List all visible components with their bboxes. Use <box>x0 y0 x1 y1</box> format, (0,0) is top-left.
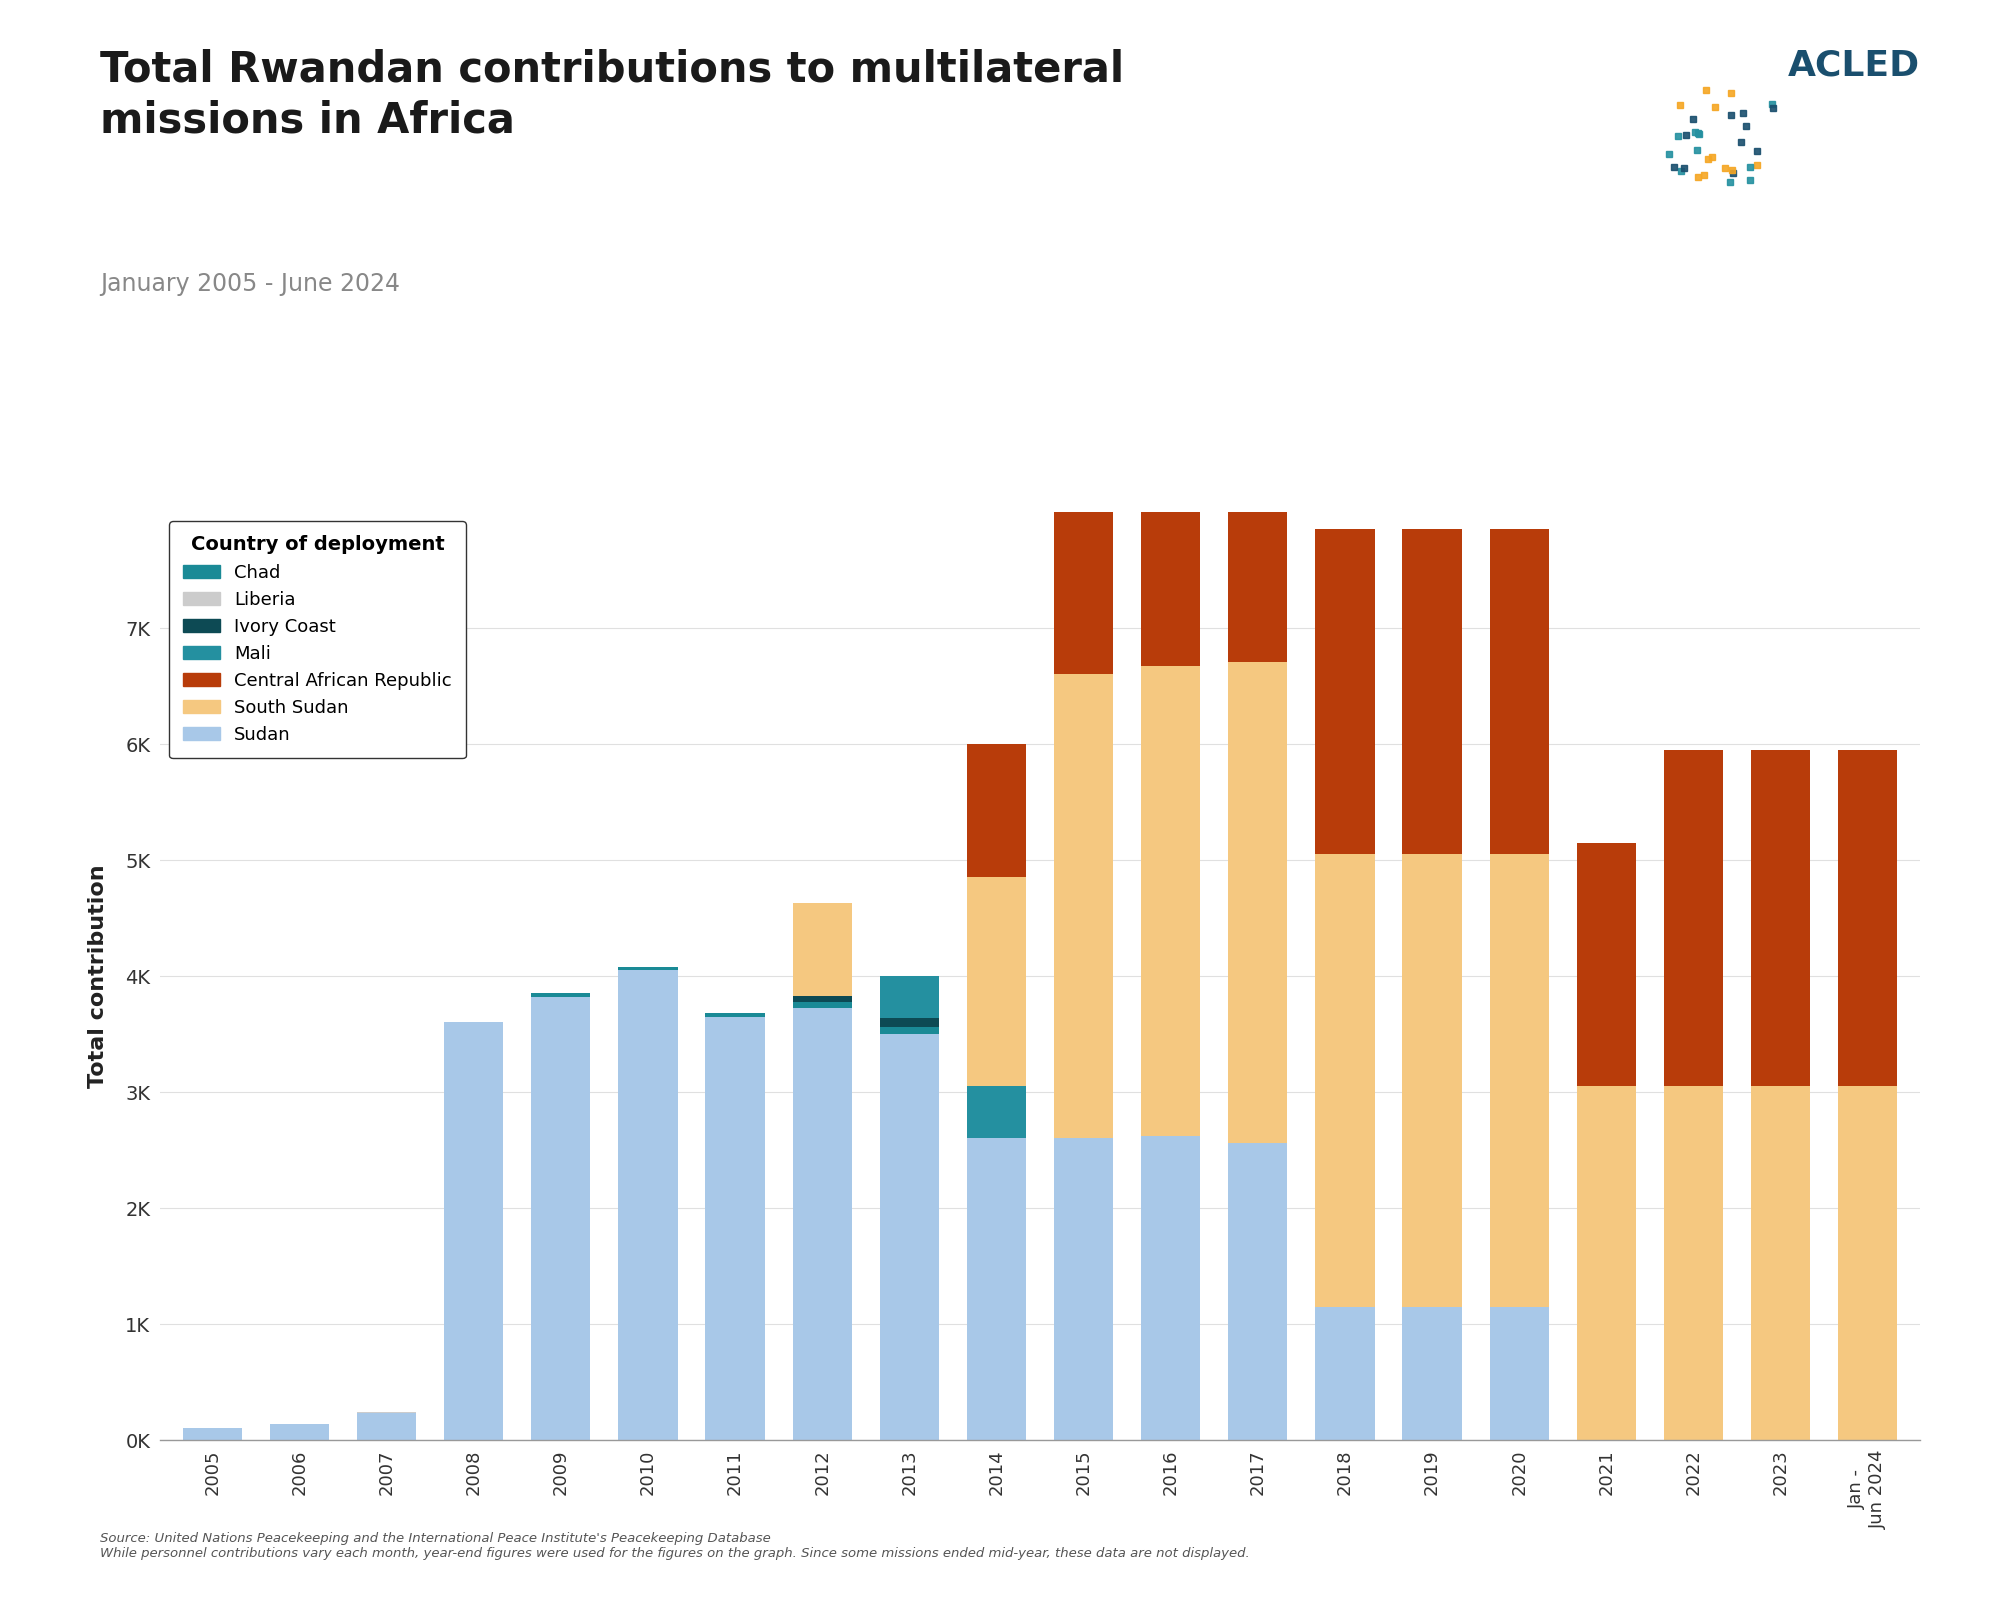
Bar <box>1316 1307 1374 1440</box>
Bar <box>880 1034 938 1440</box>
Bar <box>1664 750 1724 1086</box>
Bar <box>880 1027 938 1034</box>
Bar <box>1838 1086 1898 1440</box>
Bar <box>966 877 1026 1086</box>
Bar <box>706 1016 764 1440</box>
Bar <box>966 1139 1026 1440</box>
Bar <box>1402 1307 1462 1440</box>
Bar <box>966 1086 1026 1139</box>
Bar <box>618 966 678 970</box>
Legend: Chad, Liberia, Ivory Coast, Mali, Central African Republic, South Sudan, Sudan: Chad, Liberia, Ivory Coast, Mali, Centra… <box>170 522 466 758</box>
Bar <box>1838 750 1898 1086</box>
Bar <box>792 1002 852 1008</box>
Text: Total Rwandan contributions to multilateral
missions in Africa: Total Rwandan contributions to multilate… <box>100 48 1124 142</box>
Bar <box>1316 530 1374 854</box>
Text: ACLED: ACLED <box>1788 48 1920 82</box>
Bar <box>1402 530 1462 854</box>
Bar <box>270 1424 330 1440</box>
Bar <box>706 1013 764 1016</box>
Bar <box>532 997 590 1440</box>
Bar <box>1664 1086 1724 1440</box>
Bar <box>1316 854 1374 1307</box>
Bar <box>1142 1136 1200 1440</box>
Bar <box>792 1008 852 1440</box>
Bar <box>1054 675 1114 1139</box>
Bar <box>356 1413 416 1440</box>
Bar <box>1142 666 1200 1136</box>
Bar <box>1142 434 1200 666</box>
Bar <box>1750 750 1810 1086</box>
Bar <box>1054 1139 1114 1440</box>
Bar <box>966 744 1026 877</box>
Bar <box>182 1429 242 1440</box>
Bar <box>1750 1086 1810 1440</box>
Text: January 2005 - June 2024: January 2005 - June 2024 <box>100 272 400 296</box>
Bar <box>618 970 678 1440</box>
Text: Source: United Nations Peacekeeping and the International Peace Institute's Peac: Source: United Nations Peacekeeping and … <box>100 1533 1250 1560</box>
Bar <box>1228 1142 1288 1440</box>
Bar <box>1576 843 1636 1086</box>
Bar <box>792 995 852 1002</box>
Bar <box>880 1018 938 1027</box>
Bar <box>1228 662 1288 1142</box>
Bar <box>444 1022 504 1440</box>
Bar <box>1402 854 1462 1307</box>
Bar <box>1576 1086 1636 1440</box>
Bar <box>532 994 590 997</box>
Bar <box>1490 854 1548 1307</box>
Bar <box>792 902 852 995</box>
Bar <box>1490 1307 1548 1440</box>
Bar <box>1490 530 1548 854</box>
Bar <box>880 976 938 1018</box>
Y-axis label: Total contribution: Total contribution <box>88 864 108 1088</box>
Bar <box>1228 338 1288 662</box>
Bar <box>1054 366 1114 675</box>
